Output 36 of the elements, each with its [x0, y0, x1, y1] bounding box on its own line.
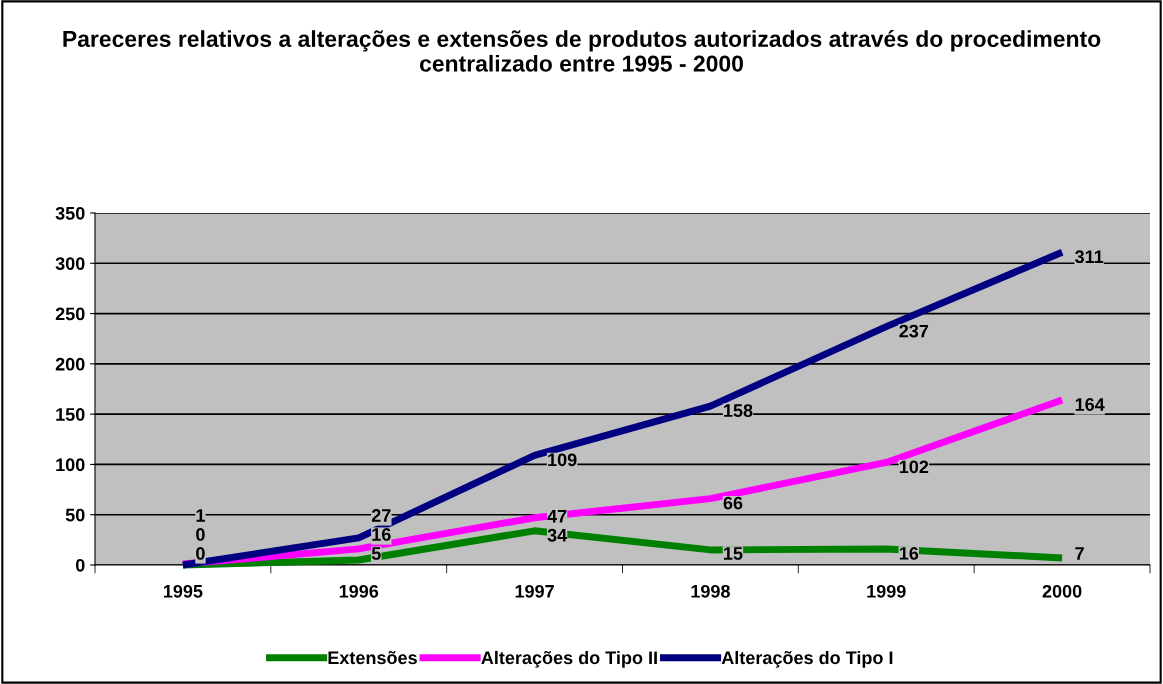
y-tick-label: 150	[56, 408, 85, 421]
y-tick-label: 100	[56, 458, 85, 472]
y-tick-label: 250	[55, 307, 85, 321]
y-tick-label: 50	[65, 508, 85, 522]
legend-label: Extensões	[328, 650, 417, 665]
data-label: 5	[371, 547, 381, 560]
data-label: 66	[723, 496, 743, 510]
data-label: 47	[547, 510, 567, 523]
data-label: 7	[1075, 547, 1084, 560]
data-label: 109	[548, 453, 577, 467]
data-label: 16	[372, 528, 391, 541]
data-label: 102	[899, 460, 929, 474]
data-label: 1	[196, 509, 205, 522]
data-label: 237	[899, 324, 929, 338]
data-label: 27	[371, 509, 391, 522]
y-tick-label: 350	[55, 206, 85, 220]
x-tick-label: 1997	[515, 584, 554, 598]
data-label: 164	[1075, 398, 1105, 411]
data-label: 158	[724, 404, 753, 417]
data-label: 16	[899, 546, 919, 560]
x-tick-label: 1996	[339, 584, 379, 598]
data-label: 311	[1075, 250, 1104, 264]
data-label: 0	[196, 528, 205, 541]
legend-label: Alterações do Tipo II	[481, 650, 657, 668]
y-tick-label: 300	[55, 257, 85, 271]
x-tick-label: 1999	[867, 584, 906, 598]
x-tick-label: 2000	[1042, 584, 1082, 598]
data-label: 0	[196, 547, 205, 560]
y-tick-label: 0	[75, 558, 85, 572]
y-tick-label: 200	[55, 357, 85, 371]
data-label: 15	[724, 547, 743, 560]
x-tick-label: 1995	[163, 584, 203, 598]
chart-title: Pareceres relativos a alterações e extensões de produtos autorizados através do procedimento centralizado entre 1995 - 2000	[63, 30, 1101, 72]
x-tick-label: 1998	[691, 584, 730, 598]
legend-label: Alterações do Tipo I	[721, 650, 893, 668]
data-label: 34	[547, 528, 568, 542]
